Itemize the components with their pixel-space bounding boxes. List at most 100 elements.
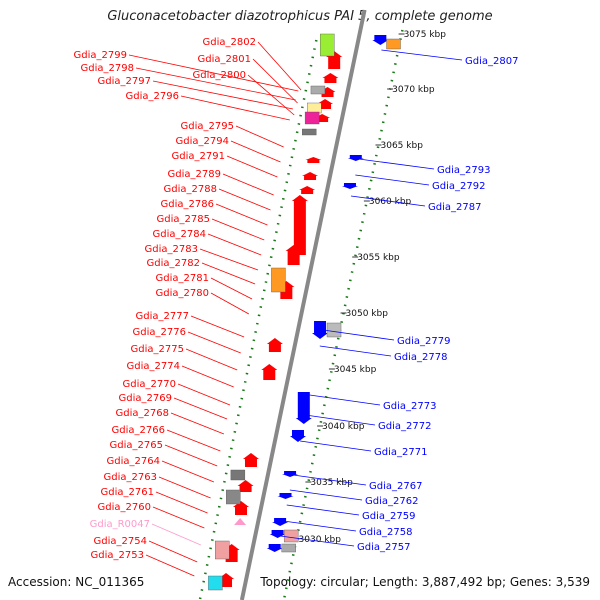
left-gene-label: Gdia_2777 — [136, 311, 189, 322]
left-gene-label: Gdia_2784 — [153, 229, 206, 240]
leader-line — [230, 140, 281, 163]
left-gene-label: Gdia_2786 — [161, 199, 214, 210]
leader-line — [152, 506, 205, 529]
left-gene-label: Gdia_2763 — [104, 472, 157, 483]
scale-label: 3035 kbp — [310, 478, 353, 488]
leader-line — [226, 155, 278, 178]
outer-track — [282, 29, 404, 600]
forward-gene-7 — [299, 186, 316, 194]
leader-line — [164, 444, 218, 467]
scale-label: 3055 kbp — [357, 253, 400, 263]
feature-box-grey — [226, 489, 241, 505]
forward-gene-1 — [322, 73, 339, 83]
forward-gene-11 — [266, 338, 283, 352]
leader-line — [350, 195, 426, 207]
left-gene-label: Gdia_2764 — [107, 456, 160, 467]
right-gene-label: Gdia_2807 — [465, 56, 518, 67]
feature-box-magenta — [304, 111, 320, 125]
leader-line — [207, 233, 262, 256]
leader-line — [289, 489, 363, 501]
left-gene-label: Gdia_2794 — [176, 136, 229, 147]
leader-line — [148, 540, 198, 563]
left-gene-label: Gdia_2770 — [123, 379, 176, 390]
left-gene-label: Gdia_2753 — [91, 550, 144, 561]
leader-line — [158, 476, 211, 499]
right-gene-label: Gdia_2771 — [374, 447, 427, 458]
leader-line — [177, 383, 231, 406]
left-gene-label: Gdia_2760 — [98, 502, 151, 513]
scale-label: 3070 kbp — [392, 85, 435, 95]
left-gene-label: Gdia_2754 — [94, 536, 147, 547]
forward-gene-9 — [285, 245, 302, 265]
left-gene-label: Gdia_2781 — [156, 273, 209, 284]
right-gene-label: Gdia_2773 — [383, 401, 436, 412]
left-gene-label: Gdia_2797 — [98, 76, 151, 87]
leader-line — [210, 277, 253, 300]
feature-box-pink — [215, 540, 230, 560]
leader-line — [128, 54, 299, 92]
leader-line — [309, 394, 381, 406]
leader-line — [161, 460, 215, 483]
leader-line — [180, 95, 290, 121]
leader-line — [211, 218, 265, 241]
scale-label: 3045 kbp — [334, 365, 377, 375]
reverse-gene-4 — [295, 392, 312, 424]
left-gene-label: Gdia_2802 — [203, 37, 256, 48]
reverse-gene-10 — [266, 544, 283, 552]
right-gene-label: Gdia_2758 — [359, 527, 412, 538]
accession-text: Accession: NC_011365 — [8, 575, 145, 589]
right-gene-label: Gdia_2793 — [437, 165, 490, 176]
right-gene-label: Gdia_2767 — [369, 481, 422, 492]
left-gene-label: Gdia_2775 — [131, 344, 184, 355]
forward-gene-8 — [291, 195, 308, 255]
left-gene-label: Gdia_2789 — [168, 169, 221, 180]
left-gene-label: Gdia_R0047 — [90, 519, 150, 530]
leader-line — [292, 474, 367, 486]
leader-line — [222, 173, 274, 196]
leader-line — [305, 414, 376, 426]
leader-line — [185, 348, 238, 371]
inner-track — [198, 39, 318, 600]
reverse-gene-0 — [372, 35, 389, 45]
feature-box-orange — [271, 267, 286, 293]
genome-axis — [239, 9, 367, 600]
reverse-gene-6 — [282, 471, 299, 477]
leader-line — [299, 440, 372, 452]
leader-line — [181, 365, 234, 388]
feature-box-yellow — [307, 102, 322, 114]
leader-line — [280, 535, 355, 547]
right-gene-label: Gdia_2792 — [432, 181, 485, 192]
left-gene-label: Gdia_2791 — [172, 151, 225, 162]
left-gene-label: Gdia_2765 — [110, 440, 163, 451]
forward-gene-13 — [242, 453, 259, 467]
left-gene-label: Gdia_2782 — [147, 258, 200, 269]
leader-line — [187, 331, 241, 354]
left-gene-label: Gdia_2798 — [81, 63, 134, 74]
leader-line — [152, 80, 294, 110]
leader-line — [135, 67, 296, 101]
scale-label: 3060 kbp — [369, 197, 412, 207]
left-gene-label: Gdia_2780 — [156, 288, 209, 299]
forward-gene-15 — [233, 501, 249, 515]
leader-line — [166, 429, 221, 452]
topology-text: Topology: circular; Length: 3,887,492 bp… — [260, 575, 590, 589]
right-gene-label: Gdia_2757 — [357, 542, 410, 553]
feature-box-grey — [302, 128, 317, 136]
feature-box-green — [320, 33, 335, 57]
left-gene-label: Gdia_2769 — [119, 393, 172, 404]
leader-line — [323, 329, 395, 341]
right-gene-label: Gdia_2778 — [394, 352, 447, 363]
scale-label: 3050 kbp — [346, 309, 389, 319]
left-gene-label: Gdia_2761 — [101, 487, 154, 498]
left-gene-label: Gdia_2801 — [198, 54, 251, 65]
leader-line — [235, 125, 284, 148]
right-gene-label: Gdia_2772 — [378, 421, 431, 432]
reverse-gene-3 — [312, 321, 329, 339]
feature-box-cyan — [208, 575, 223, 591]
left-gene-label: Gdia_2799 — [74, 50, 127, 61]
forward-gene-14 — [237, 480, 254, 492]
leader-line — [215, 203, 268, 226]
feature-box-pink — [283, 529, 299, 543]
left-gene-label: Gdia_2785 — [157, 214, 210, 225]
